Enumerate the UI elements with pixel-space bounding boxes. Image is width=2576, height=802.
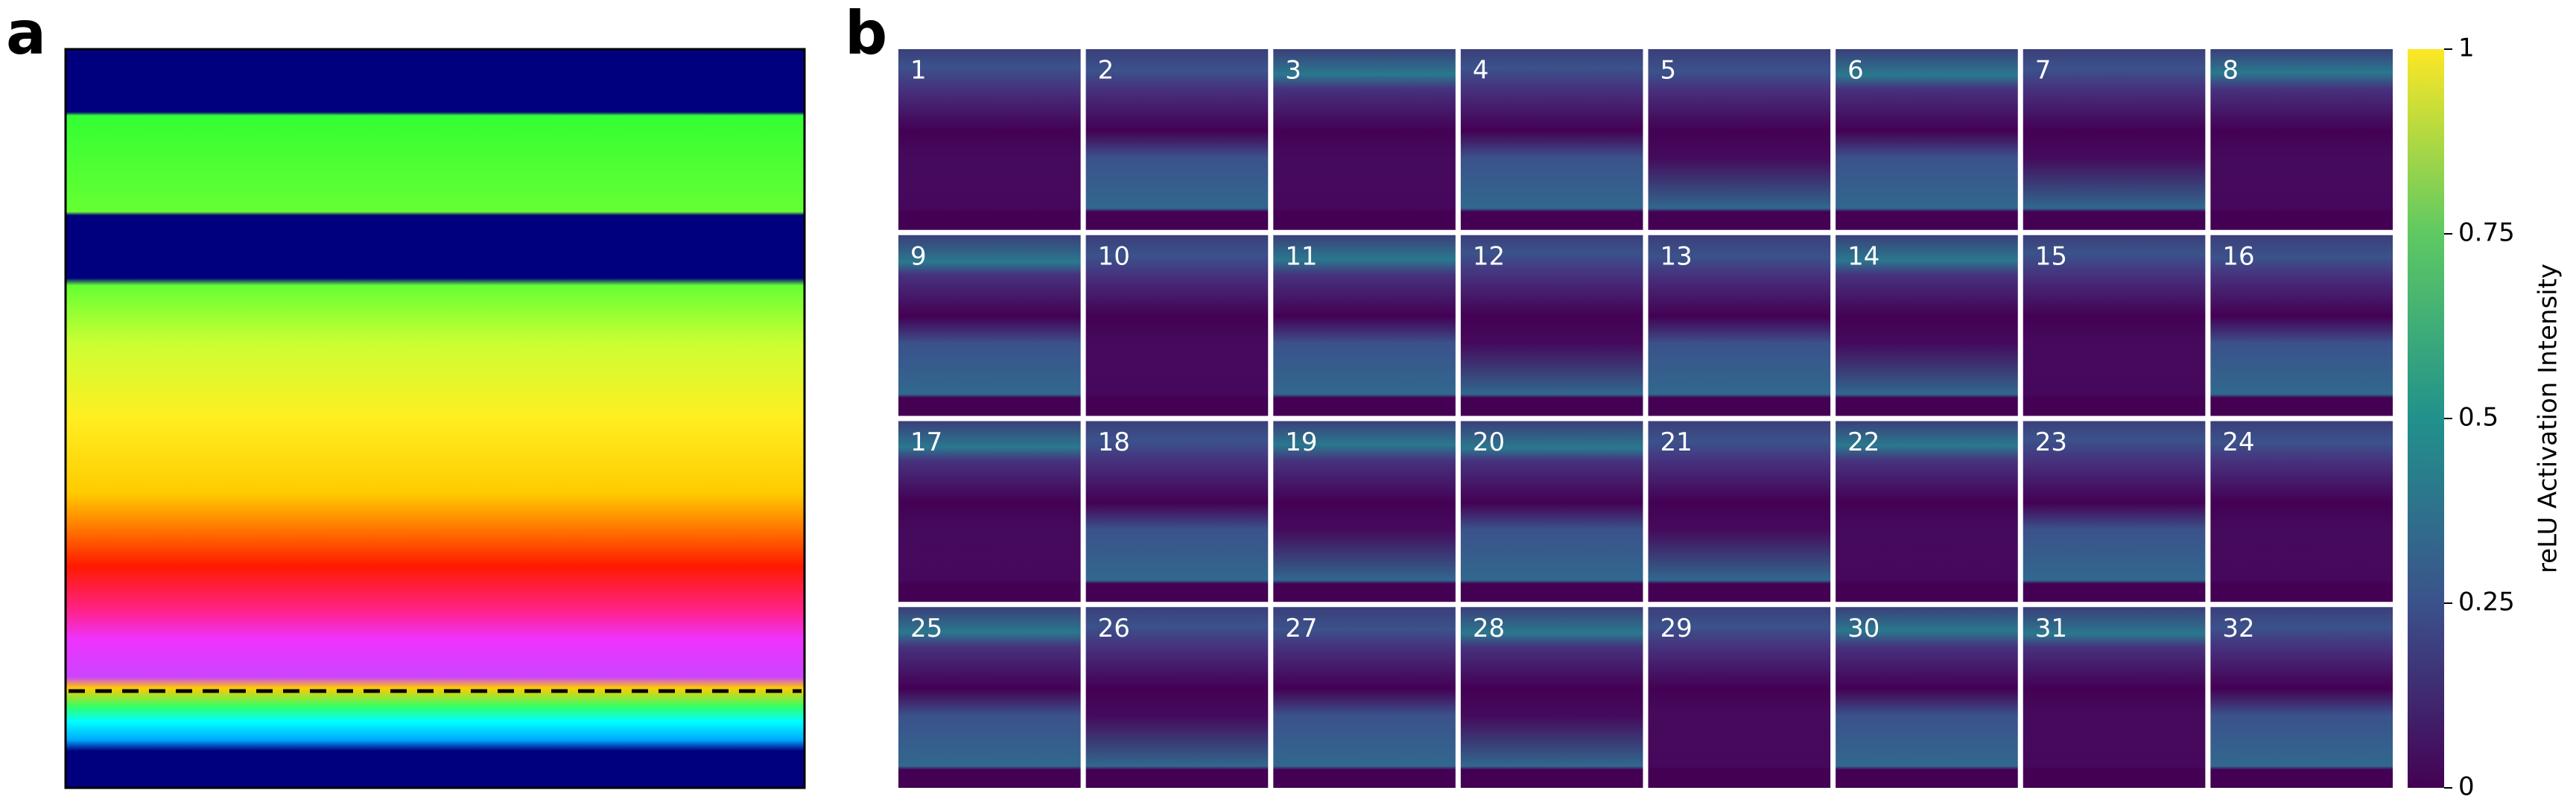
tile-label: 28: [1473, 614, 1505, 643]
tile-label: 9: [910, 241, 927, 271]
feature-map: [2023, 49, 2206, 230]
tile-label: 29: [1660, 614, 1693, 643]
colorbar-ticks: 0 0.25 0.5 0.75 1: [2444, 34, 2515, 802]
feature-map: [1648, 235, 1831, 416]
input-image: [64, 48, 806, 789]
feature-map: [2210, 607, 2393, 788]
feature-map: [1836, 421, 2018, 602]
tile-label: 14: [1847, 241, 1879, 271]
feature-map: [2023, 607, 2206, 788]
tile-label: 16: [2222, 241, 2254, 271]
feature-map: [1460, 235, 1643, 416]
feature-map: [1273, 235, 1456, 416]
tick-label: 0.5: [2458, 403, 2499, 433]
feature-map: [1836, 607, 2018, 788]
tick-label: 0.25: [2458, 588, 2515, 617]
tick-label: 0.75: [2458, 218, 2515, 248]
colorbar: [2408, 49, 2444, 788]
tile-label: 4: [1473, 56, 1489, 86]
tile-label: 26: [1098, 614, 1130, 643]
tile-label: 27: [1285, 614, 1317, 643]
feature-map: [2023, 235, 2206, 416]
tile-label: 8: [2222, 56, 2239, 86]
tile-label: 19: [1285, 427, 1317, 457]
panel-label: a: [6, 0, 46, 68]
feature-map: [2023, 421, 2206, 602]
feature-map: [1085, 235, 1269, 416]
tile-label: 7: [2035, 56, 2052, 86]
tile-label: 25: [910, 614, 942, 643]
tile-label: 23: [2035, 427, 2067, 457]
feature-map: [2210, 421, 2393, 602]
feature-map: [1836, 235, 2018, 416]
feature-map: [1648, 421, 1831, 602]
panel-label: b: [845, 0, 887, 68]
tile-label: 3: [1285, 56, 1301, 86]
tile-label: 20: [1473, 427, 1505, 457]
feature-map: [1273, 607, 1456, 788]
tile-label: 1: [910, 56, 927, 86]
tile-label: 18: [1098, 427, 1130, 457]
tile-label: 17: [910, 427, 942, 457]
tile-label: 31: [2035, 614, 2067, 643]
feature-map: [898, 421, 1081, 602]
tile-label: 10: [1098, 241, 1130, 271]
tick-label: 1: [2458, 34, 2475, 63]
tick-label: 0: [2458, 772, 2475, 802]
colorbar-label: reLU Activation Intensity: [2534, 264, 2563, 573]
feature-map: [1085, 421, 1269, 602]
feature-map: [1648, 49, 1831, 230]
feature-map: [898, 49, 1081, 230]
feature-map: [1460, 421, 1643, 602]
tile-label: 15: [2035, 241, 2067, 271]
feature-map: [1460, 49, 1643, 230]
feature-map: [1273, 49, 1456, 230]
tile-label: 5: [1660, 56, 1677, 86]
tile-label: 13: [1660, 241, 1693, 271]
feature-map: [2210, 235, 2393, 416]
tile-label: 24: [2222, 427, 2254, 457]
tile-label: 21: [1660, 427, 1693, 457]
tile-label: 12: [1473, 241, 1505, 271]
tile-label: 30: [1847, 614, 1879, 643]
feature-map: [1273, 421, 1456, 602]
feature-map: [1085, 607, 1269, 788]
tile-label: 22: [1847, 427, 1879, 457]
feature-map: [1460, 607, 1643, 788]
tile-label: 11: [1285, 241, 1317, 271]
feature-map: [1085, 49, 1269, 230]
feature-map: [1648, 607, 1831, 788]
feature-map: [2210, 49, 2393, 230]
tile-label: 32: [2222, 614, 2254, 643]
feature-map: [1836, 49, 2018, 230]
tile-label: 2: [1098, 56, 1114, 86]
feature-map: [898, 607, 1081, 788]
tile-label: 6: [1847, 56, 1864, 86]
feature-map: [898, 235, 1081, 416]
